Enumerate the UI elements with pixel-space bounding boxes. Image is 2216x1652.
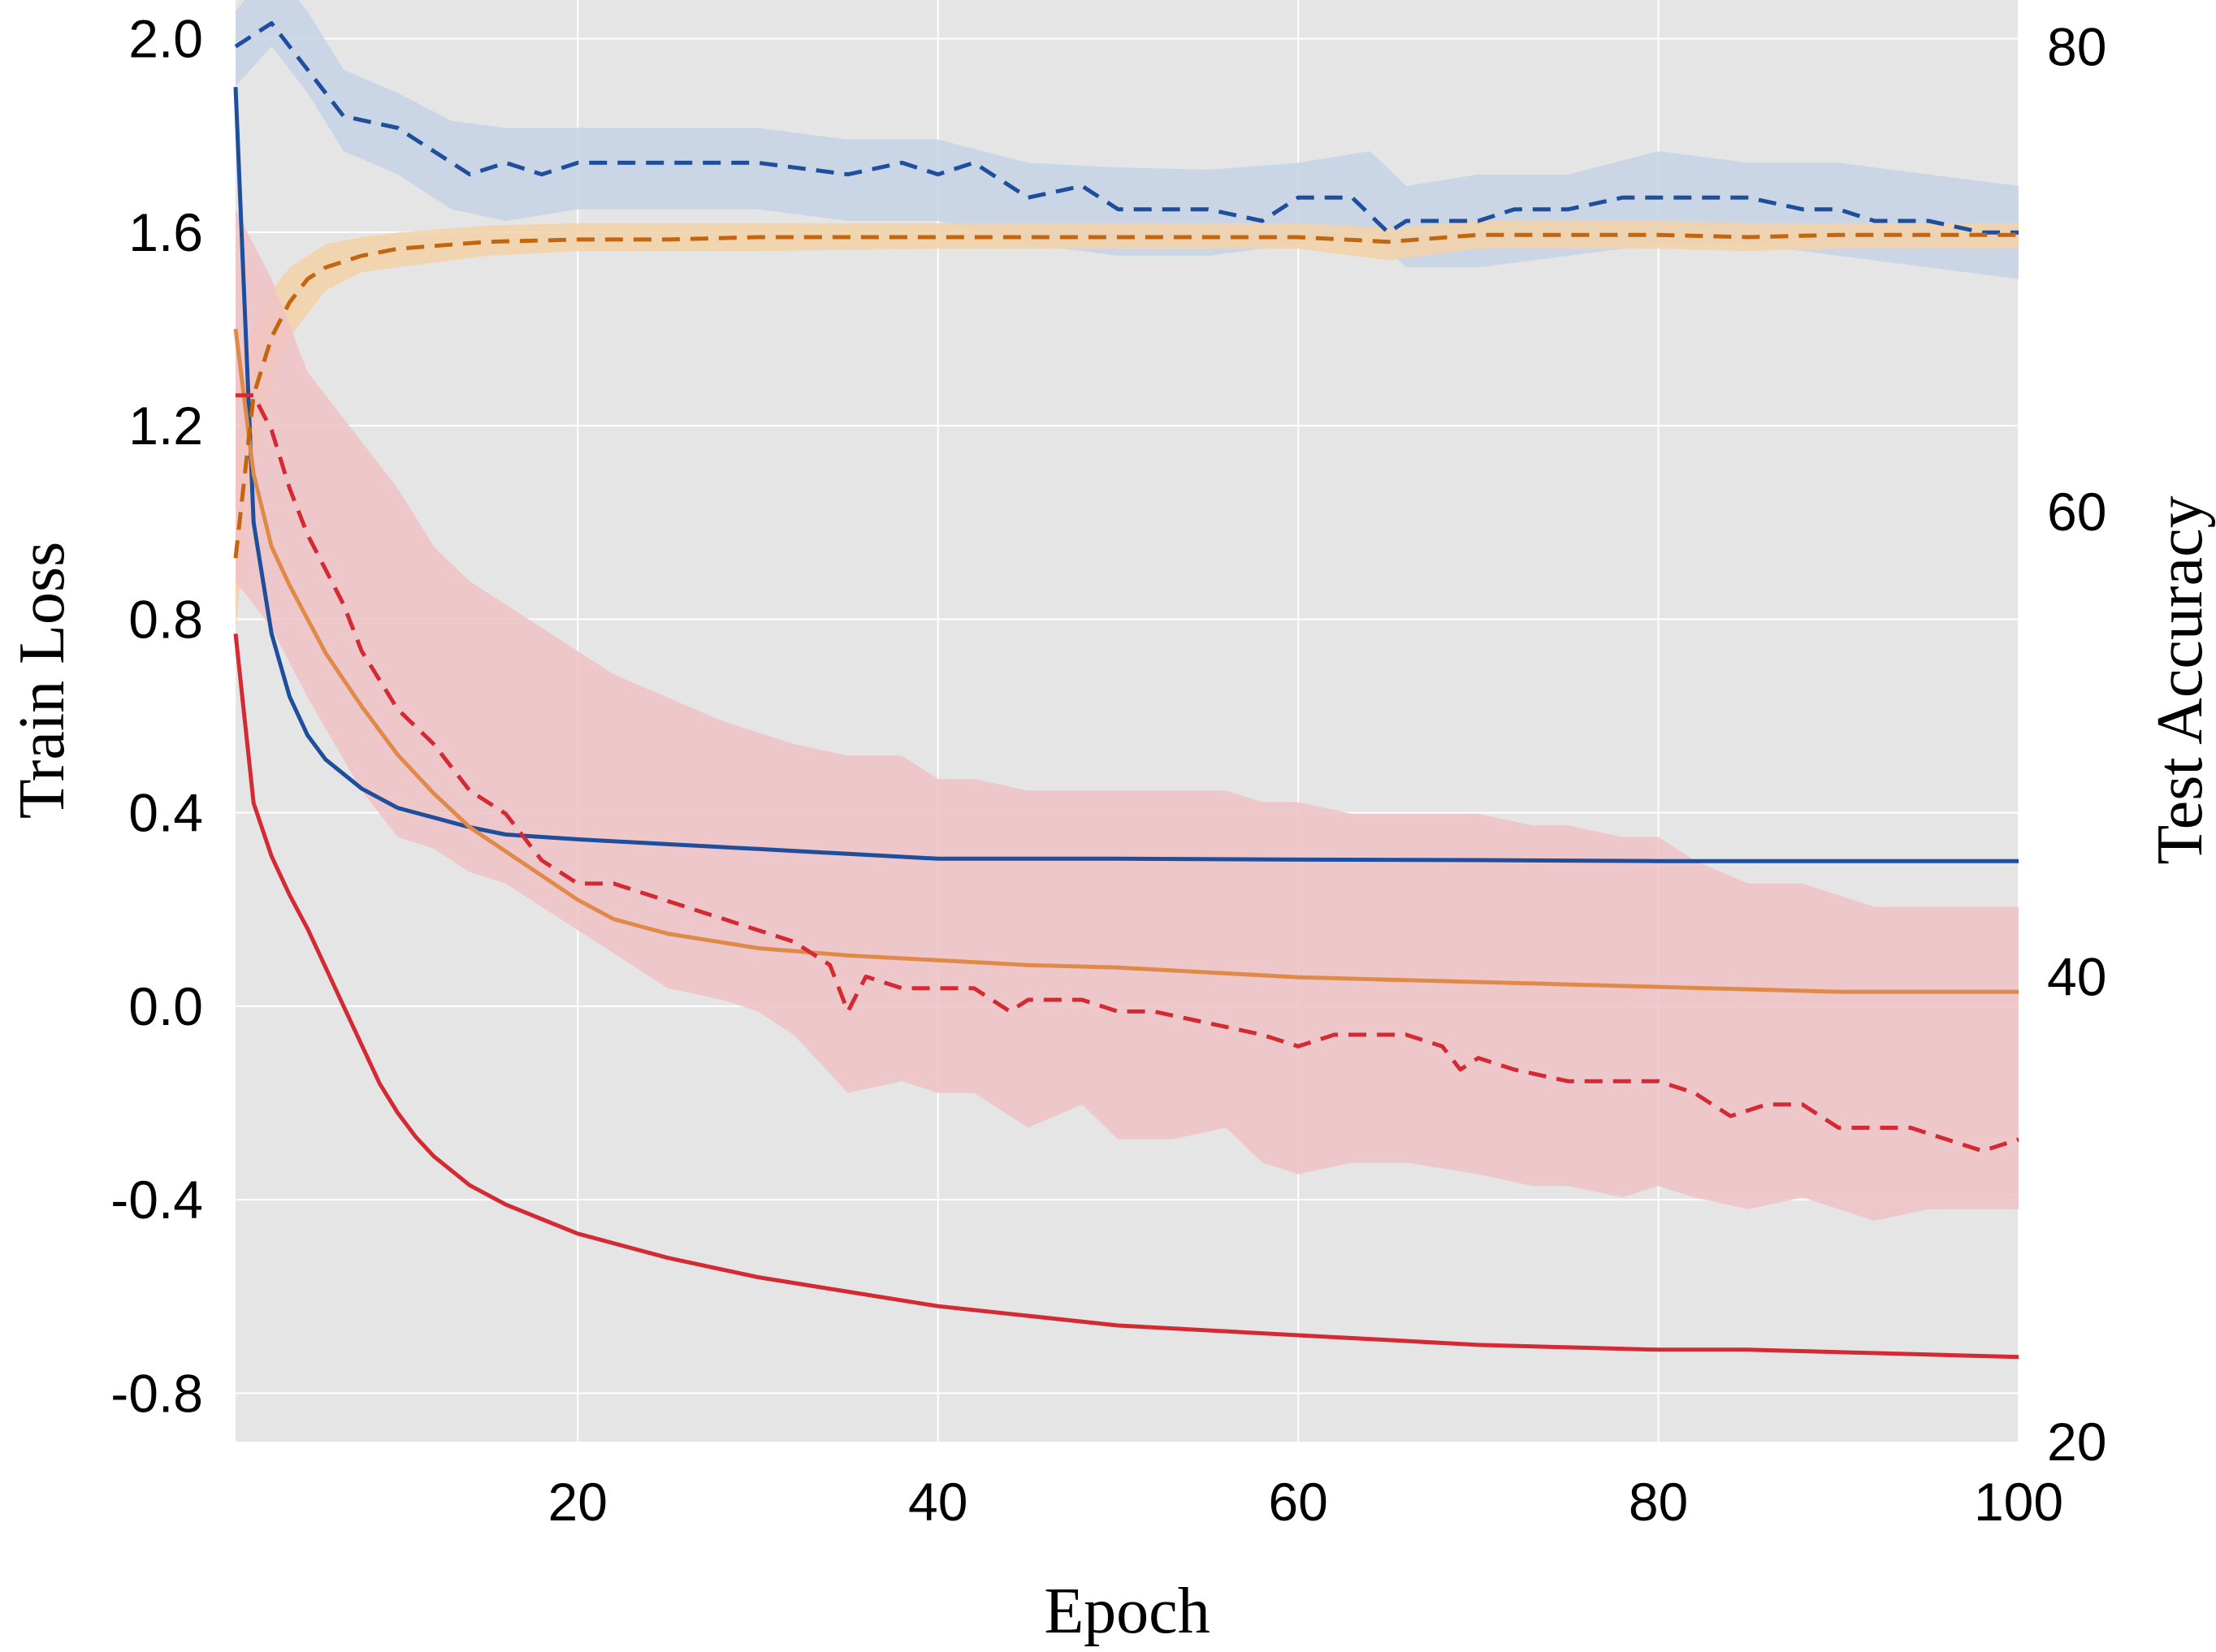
left-y-tick-label: 0.0	[128, 976, 203, 1036]
right-y-tick-label: 40	[2047, 946, 2106, 1006]
x-tick-label: 100	[1974, 1472, 2063, 1532]
left-y-tick-label: 0.4	[128, 783, 203, 843]
orange-test-accuracy-line	[233, 232, 2019, 559]
red-test-accuracy-line	[236, 393, 2019, 1153]
blue-test-accuracy-line	[234, 21, 2019, 235]
right-y-tick-label: 60	[2047, 482, 2106, 542]
left-y-tick-label: 0.8	[128, 589, 203, 649]
right-y-tick-label: 80	[2047, 16, 2106, 76]
left-y-tick-label: -0.8	[110, 1363, 203, 1423]
x-tick-label: 80	[1629, 1472, 1688, 1532]
x-tick-label: 20	[548, 1472, 608, 1532]
left-y-tick-label: 1.6	[128, 202, 203, 262]
orange-train-loss-line	[233, 328, 2019, 994]
x-axis-title: Epoch	[1044, 1576, 1210, 1647]
left-y-tick-label: 1.2	[128, 396, 203, 456]
tick-labels: 20 40 60 80 100 -0.8 -0.4 0.0 0.4 0.8 1.2 1.6 2.0 20 4…	[110, 9, 2106, 1532]
red-test-accuracy-band	[236, 209, 2019, 1222]
right-y-axis-title: Test Accuracy	[2145, 495, 2216, 864]
left-y-tick-label: -0.4	[110, 1170, 203, 1230]
right-y-tick-label: 20	[2047, 1412, 2106, 1472]
red-train-loss-line	[233, 634, 2019, 1360]
left-y-axis-title: Train Loss	[6, 542, 78, 820]
left-y-tick-label: 2.0	[128, 9, 203, 69]
x-tick-label: 60	[1268, 1472, 1327, 1532]
x-tick-label: 40	[908, 1472, 967, 1532]
orange-test-accuracy-band	[236, 221, 2019, 628]
series-lines	[233, 21, 2019, 1360]
